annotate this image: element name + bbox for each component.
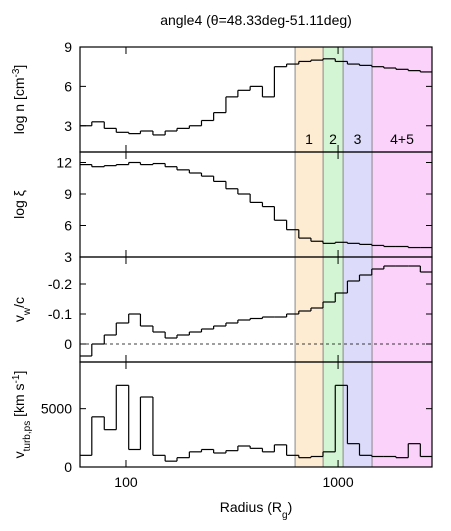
y-tick-label: 3 (64, 118, 72, 134)
label-part: v (11, 315, 27, 322)
region-label: 2 (329, 131, 337, 147)
label-part: ) (288, 499, 293, 515)
region-label: 3 (354, 131, 362, 147)
label-part: [km s (11, 383, 27, 420)
y-tick-label: 0 (64, 336, 72, 352)
x-tick-label: 1000 (322, 474, 353, 490)
y-axis-label: vw/c (11, 297, 33, 322)
y-tick-label: 3 (64, 249, 72, 265)
label-part: ] (11, 65, 27, 69)
y-axis-label: vturb,ps [km s-1] (11, 371, 33, 459)
label-part: /c (11, 297, 27, 308)
y-tick-label: 0 (64, 459, 72, 475)
label-part: -3 (11, 68, 22, 77)
y-tick-label: 9 (64, 39, 72, 55)
panel-frame (79, 361, 433, 468)
y-tick-label: 9 (64, 186, 72, 202)
x-tick-label: 100 (114, 474, 138, 490)
region-label: 4+5 (390, 131, 414, 147)
y-axis-label: log ξ (11, 190, 27, 219)
y-tick-label: 12 (56, 155, 72, 171)
y-tick-label: 6 (64, 218, 72, 234)
label-part: w (22, 307, 33, 316)
region-label: 1 (305, 131, 313, 147)
label-part: log n [cm (11, 77, 27, 134)
y-tick-label: -0.2 (48, 276, 72, 292)
x-axis-label: Radius (Rg) (220, 499, 292, 521)
label-part: turb,ps (22, 421, 33, 452)
label-part: Radius (R (220, 499, 282, 515)
label-part: log ξ (11, 190, 27, 219)
y-axis-label: log n [cm-3] (11, 65, 28, 135)
y-tick-label: -0.1 (48, 306, 72, 322)
label-part: g (282, 510, 288, 521)
chart-title: angle4 (θ=48.33deg-51.11deg) (160, 12, 352, 28)
y-tick-label: 6 (64, 78, 72, 94)
label-part: v (11, 451, 27, 458)
label-part: -1 (11, 374, 22, 383)
y-tick-label: 5000 (41, 401, 72, 417)
label-part: ] (11, 371, 27, 375)
